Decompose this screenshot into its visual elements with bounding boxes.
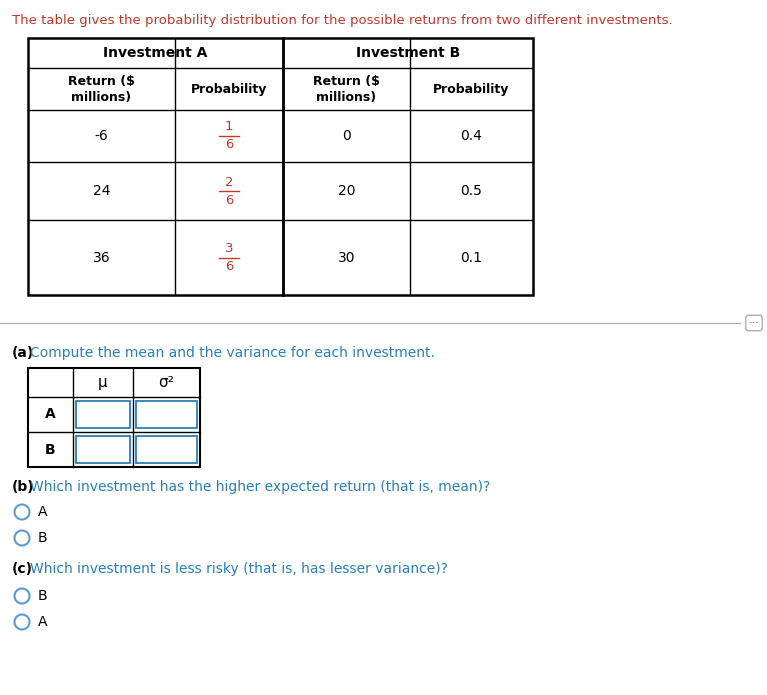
Text: 0.5: 0.5 [460, 184, 482, 198]
Text: Probability: Probability [433, 83, 510, 95]
Text: 20: 20 [337, 184, 355, 198]
Text: 6: 6 [225, 138, 233, 152]
Text: 24: 24 [93, 184, 110, 198]
Bar [136, 401, 197, 428]
Text: ···: ··· [749, 318, 759, 328]
Text: Investment A: Investment A [104, 46, 208, 60]
Text: A: A [38, 615, 48, 629]
Text: B: B [38, 589, 48, 603]
Text: μ: μ [98, 375, 108, 390]
Text: 1: 1 [225, 120, 233, 133]
Text: 6: 6 [225, 193, 233, 206]
Bar [76, 401, 130, 428]
Text: Return ($
millions): Return ($ millions) [68, 74, 135, 104]
Text: 30: 30 [337, 250, 355, 265]
Bar [136, 436, 197, 463]
Bar [76, 436, 130, 463]
Text: (b): (b) [12, 480, 35, 494]
Text: A: A [45, 407, 56, 421]
Text: -6: -6 [94, 129, 108, 143]
Text: The table gives the probability distribution for the possible returns from two d: The table gives the probability distribu… [12, 14, 673, 27]
Text: Compute the mean and the variance for each investment.: Compute the mean and the variance for ea… [30, 346, 435, 360]
Text: B: B [45, 443, 56, 457]
Text: Which investment has the higher expected return (that is, mean)?: Which investment has the higher expected… [30, 480, 490, 494]
Text: Probability: Probability [191, 83, 267, 95]
Text: 36: 36 [93, 250, 110, 265]
Text: Which investment is less risky (that is, has lesser variance)?: Which investment is less risky (that is,… [30, 562, 448, 576]
Text: (a): (a) [12, 346, 35, 360]
Bar [28, 38, 533, 295]
Text: (c): (c) [12, 562, 33, 576]
Text: 3: 3 [225, 242, 233, 255]
Text: 0.1: 0.1 [460, 250, 482, 265]
Text: 0.4: 0.4 [460, 129, 482, 143]
Text: σ²: σ² [159, 375, 174, 390]
Bar [28, 368, 200, 467]
Text: B: B [38, 531, 48, 545]
Text: 0: 0 [342, 129, 351, 143]
Text: A: A [38, 505, 48, 519]
Text: 2: 2 [225, 176, 233, 188]
Text: Return ($
millions): Return ($ millions) [313, 74, 380, 104]
Text: Investment B: Investment B [356, 46, 460, 60]
Text: 6: 6 [225, 260, 233, 273]
